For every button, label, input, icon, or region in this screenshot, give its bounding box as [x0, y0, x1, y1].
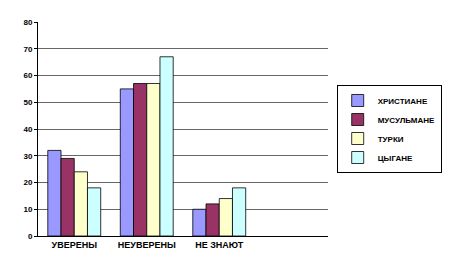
- svg-text:50: 50: [23, 98, 32, 107]
- svg-text:УВЕРЕНЫ: УВЕРЕНЫ: [52, 240, 98, 250]
- svg-text:80: 80: [23, 18, 32, 27]
- svg-text:ТУРКИ: ТУРКИ: [378, 135, 404, 144]
- svg-text:0: 0: [28, 232, 33, 241]
- svg-text:ЦЫГАНЕ: ЦЫГАНЕ: [378, 154, 413, 163]
- svg-text:40: 40: [23, 125, 32, 134]
- svg-text:МУСУЛЬМАНЕ: МУСУЛЬМАНЕ: [378, 116, 435, 125]
- svg-text:НЕУВЕРЕНЫ: НЕУВЕРЕНЫ: [118, 240, 176, 250]
- svg-text:ХРИСТИАНЕ: ХРИСТИАНЕ: [378, 97, 428, 106]
- svg-text:20: 20: [23, 178, 32, 187]
- svg-text:10: 10: [23, 205, 32, 214]
- svg-text:30: 30: [23, 152, 32, 161]
- svg-text:НЕ ЗНАЮТ: НЕ ЗНАЮТ: [195, 240, 244, 250]
- svg-text:60: 60: [23, 71, 32, 80]
- svg-text:70: 70: [23, 45, 32, 54]
